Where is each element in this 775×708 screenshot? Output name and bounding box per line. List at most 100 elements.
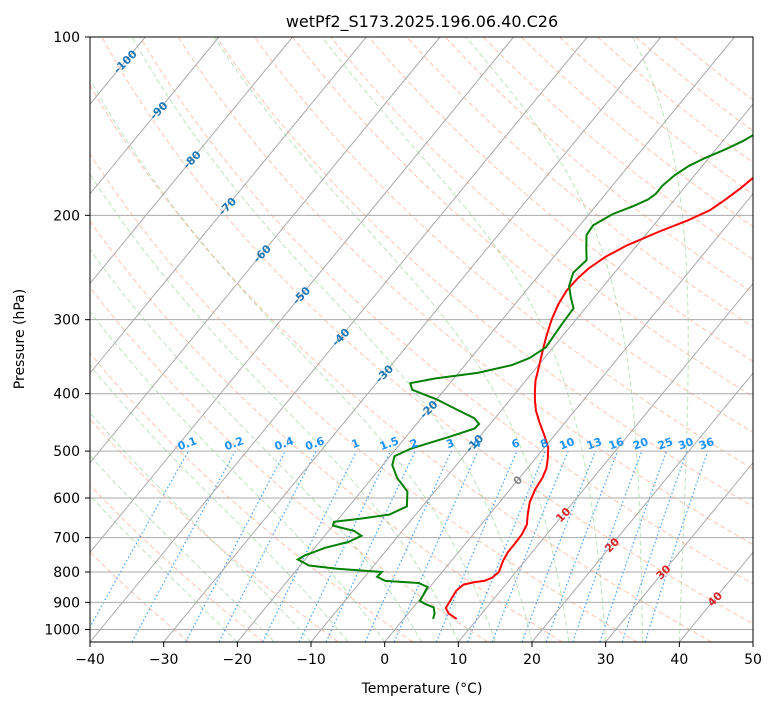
mixing-ratio-label: 20 — [631, 435, 650, 453]
mixing-ratio-label: 10 — [558, 435, 577, 453]
y-tick-label: 700 — [53, 531, 80, 547]
mixing-ratio-line — [393, 450, 479, 642]
mixing-ratio-label: 1.5 — [378, 434, 401, 453]
mixing-ratio-line — [262, 450, 358, 642]
mixing-ratio-line — [545, 450, 619, 642]
plot-frame — [89, 36, 754, 643]
dewpoint-profile — [295, 134, 753, 620]
isotherm-line — [90, 37, 514, 554]
y-tick-label: 200 — [53, 208, 80, 224]
mixing-ratio-line — [364, 450, 452, 642]
dry-adiabat — [90, 418, 339, 642]
x-tick-label: 40 — [670, 652, 688, 668]
dry-adiabat — [444, 37, 753, 294]
dry-adiabat — [406, 37, 753, 328]
mixing-ratio-line — [298, 450, 392, 642]
y-tick-label: 400 — [53, 387, 80, 403]
dry-adiabat — [101, 37, 753, 625]
mixing-ratio-label: 6 — [510, 436, 522, 451]
isotherm-label: -90 — [147, 99, 170, 122]
x-tick-label: 10 — [449, 652, 467, 668]
y-tick-label: 300 — [53, 313, 80, 329]
moist-adiabat — [90, 454, 275, 642]
mixing-ratio-label: 0.2 — [223, 434, 246, 453]
mixing-ratio-line — [90, 450, 189, 629]
dry-adiabat — [215, 37, 753, 507]
isotherm-line — [310, 103, 753, 642]
x-tick-label: 50 — [744, 652, 762, 668]
isotherm-label: -20 — [417, 398, 440, 421]
moist-adiabat — [465, 37, 643, 642]
isotherm-label: -40 — [329, 326, 352, 349]
isotherm-line — [90, 37, 441, 464]
mixing-ratio-line — [621, 450, 688, 642]
mixing-ratio-label: 4 — [471, 436, 483, 451]
dry-adiabat — [139, 37, 753, 585]
isotherm-line — [0, 37, 72, 642]
y-tick-label: 600 — [53, 491, 80, 507]
dry-adiabat — [635, 37, 753, 132]
y-tick-label: 1000 — [44, 622, 80, 638]
mixing-ratio-label: 0.6 — [304, 434, 327, 453]
moist-adiabat — [90, 78, 496, 642]
mixing-ratio-line — [435, 450, 518, 642]
mixing-ratio-line — [218, 450, 317, 642]
dry-adiabat — [90, 286, 488, 642]
mixing-ratio-label: 1 — [350, 436, 362, 451]
mixing-ratio-line — [185, 450, 286, 642]
isotherm-line — [90, 37, 367, 374]
dry-adiabat — [90, 484, 264, 642]
y-tick-label: 800 — [53, 565, 80, 581]
isotherm-line — [236, 37, 735, 642]
moist-adiabat — [131, 37, 533, 642]
isotherm-line — [531, 372, 753, 642]
isotherm-line — [752, 641, 753, 642]
temperature-profile — [444, 176, 753, 620]
moist-adiabat — [90, 310, 386, 642]
isotherm-label: -70 — [216, 195, 239, 218]
dry-adiabat — [90, 551, 190, 642]
moist-adiabat — [90, 173, 459, 642]
dry-adiabat — [90, 153, 638, 642]
dry-adiabat — [90, 84, 712, 642]
y-tick-label: 500 — [53, 444, 80, 460]
isotherm-label: -60 — [251, 242, 274, 265]
x-tick-label: 20 — [523, 652, 541, 668]
isotherm-label: -80 — [181, 148, 204, 171]
mixing-ratio-line — [131, 450, 236, 642]
x-tick-label: −10 — [296, 652, 326, 668]
mixing-ratio-line — [466, 450, 546, 642]
dry-adiabat — [673, 37, 753, 101]
mixing-ratio-line — [572, 450, 643, 642]
x-axis-label: Temperature (°C) — [361, 681, 483, 697]
mixing-ratio-label: 3 — [444, 436, 456, 451]
isotherm-line — [90, 37, 220, 195]
moist-adiabat — [632, 37, 689, 642]
mixing-ratio-line — [491, 450, 569, 642]
dry-adiabat — [368, 37, 753, 362]
y-axis-label: Pressure (hPa) — [12, 289, 28, 389]
mixing-ratio-label: 0.1 — [176, 434, 199, 453]
mixing-ratio-label: 36 — [697, 435, 716, 453]
isotherm-label: -100 — [111, 47, 140, 76]
x-tick-label: −40 — [75, 652, 105, 668]
isotherm-label: -50 — [290, 284, 313, 307]
moist-adiabat — [90, 248, 422, 642]
y-tick-label: 100 — [53, 30, 80, 46]
moist-adiabat — [213, 37, 570, 642]
isotherm-line — [605, 461, 753, 642]
y-tick-label: 900 — [53, 595, 80, 611]
mixing-ratio-line — [644, 450, 709, 642]
x-tick-label: −30 — [149, 652, 179, 668]
mixing-ratio-label: 16 — [607, 435, 626, 453]
isotherm-line — [384, 193, 753, 642]
mixing-ratio-label: 2 — [408, 436, 420, 451]
moist-adiabat — [90, 364, 349, 642]
dry-adiabat — [90, 352, 414, 642]
dry-adiabat — [177, 37, 753, 546]
chart-title: wetPf2_S173.2025.196.06.40.C26 — [286, 12, 558, 32]
x-tick-label: −20 — [223, 652, 253, 668]
isotherm-line — [678, 551, 753, 642]
dry-adiabat — [330, 37, 753, 398]
